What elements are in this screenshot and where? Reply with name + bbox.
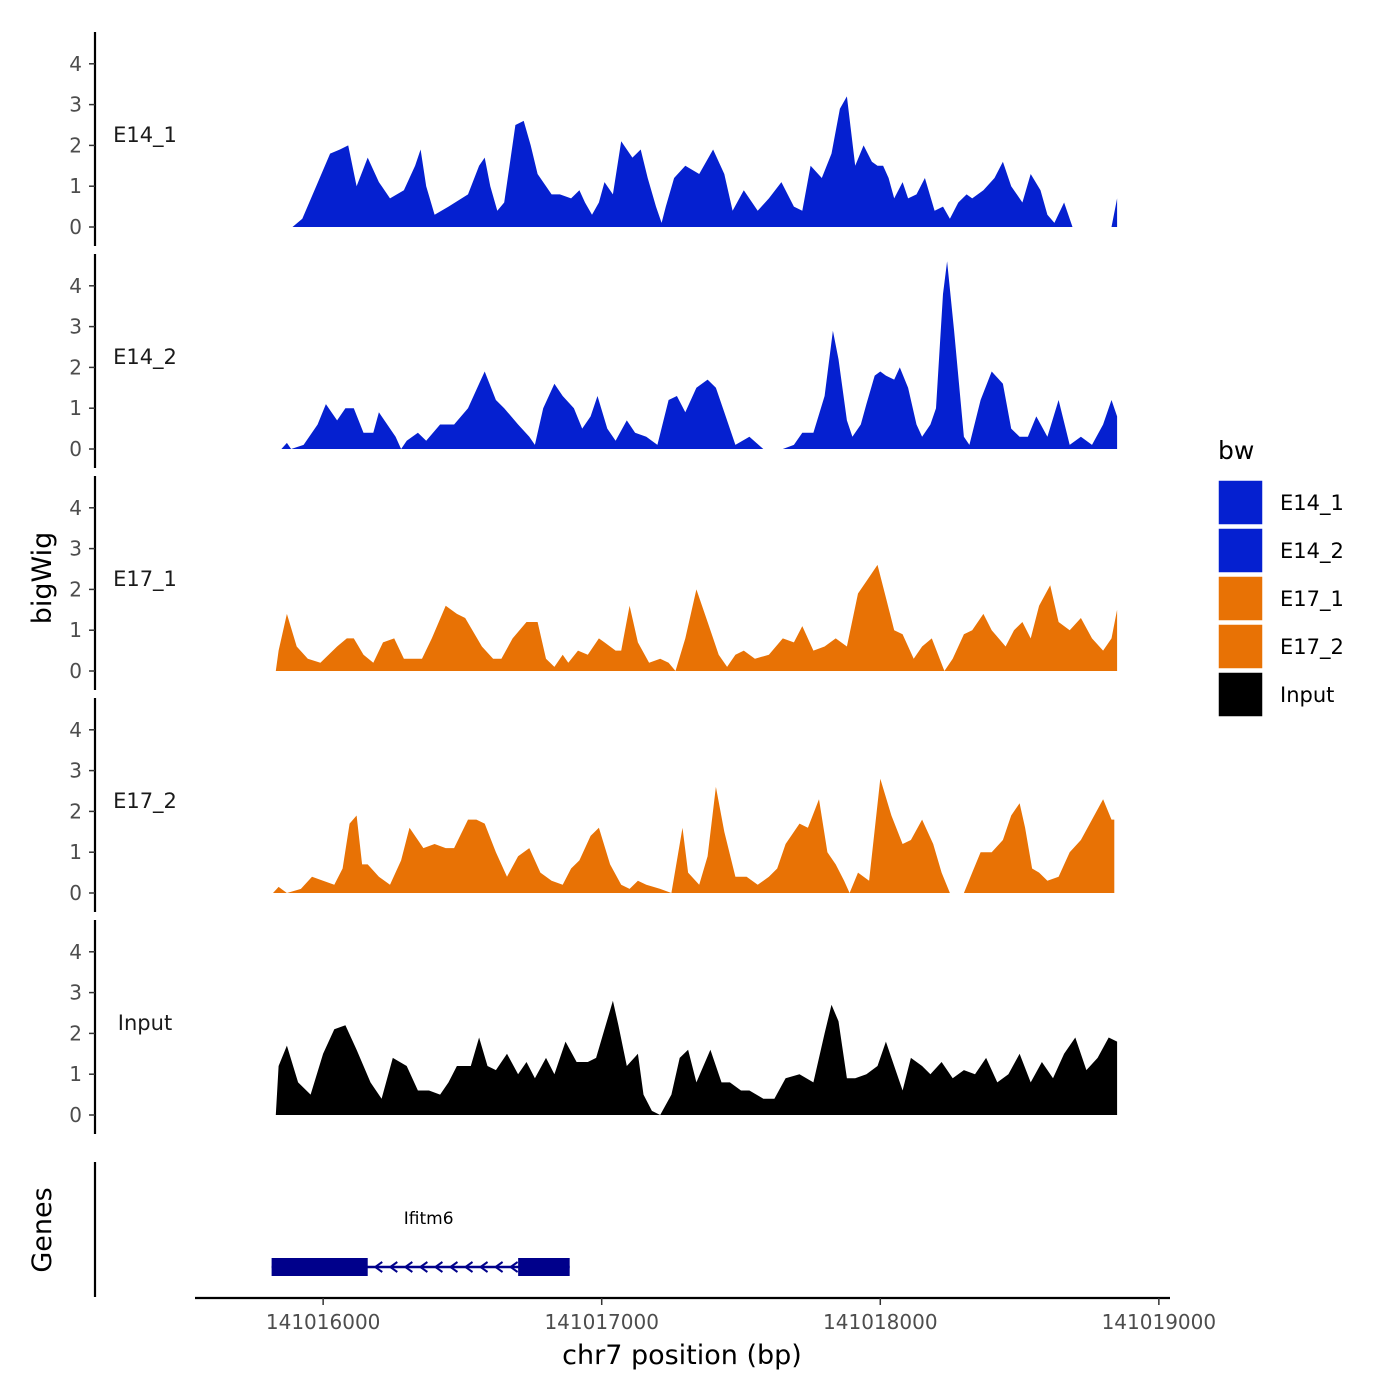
legend-label: E17_1	[1280, 587, 1344, 612]
x-tick-label: 141016000	[266, 1310, 381, 1334]
y-tick-label: 0	[69, 437, 82, 461]
gene-panel: Ifitm6	[93, 1162, 570, 1297]
track-label: E17_1	[113, 567, 177, 592]
legend-label: E17_2	[1280, 635, 1344, 660]
legend: E14_1 E14_2 E17_1 E17_2 Input	[1217, 479, 1344, 718]
gene-exon	[518, 1258, 570, 1276]
legend-label: Input	[1280, 683, 1334, 707]
y-tick-label: 0	[69, 659, 82, 683]
legend-swatch	[1217, 479, 1264, 526]
gene-name-label: Ifitm6	[404, 1209, 454, 1229]
y-tick-label: 4	[69, 940, 82, 964]
y-tick-label: 3	[69, 981, 82, 1005]
legend-item-e17_2: E17_2	[1217, 623, 1344, 670]
y-tick-label: 4	[69, 496, 82, 520]
y-tick-label: 2	[69, 799, 82, 823]
signal-area-e17_1	[275, 564, 1118, 671]
genes-axis-title: Genes	[27, 1187, 58, 1272]
signal-area-e17_2	[273, 778, 1115, 893]
x-tick-label: 141019000	[1102, 1310, 1217, 1334]
legend-label: E14_2	[1280, 539, 1344, 564]
y-tick-label: 3	[69, 93, 82, 117]
track-e14_2: 0 1 2 3 4 E14_2	[69, 254, 1118, 468]
y-tick-label: 3	[69, 759, 82, 783]
y-tick-label: 2	[69, 577, 82, 601]
y-tick-label: 0	[69, 215, 82, 239]
legend-swatch	[1217, 623, 1264, 670]
strand-arrow	[508, 1261, 519, 1273]
signal-area-e14_2	[281, 261, 1118, 449]
track-label: Input	[118, 1011, 172, 1035]
legend-swatch	[1217, 671, 1264, 718]
y-tick-label: 1	[69, 840, 82, 864]
track-label: E14_2	[113, 345, 177, 370]
strand-arrow	[388, 1261, 398, 1273]
strand-arrow	[433, 1261, 443, 1273]
y-tick-label: 4	[69, 718, 82, 742]
x-tick-label: 141017000	[544, 1310, 659, 1334]
y-tick-label: 4	[69, 52, 82, 76]
y-tick-label: 0	[69, 1103, 82, 1127]
legend-item-e14_2: E14_2	[1217, 527, 1344, 574]
y-tick-label: 1	[69, 396, 82, 420]
signal-area-e14_1	[292, 96, 1118, 228]
track-e17_2: 0 1 2 3 4 E17_2	[69, 698, 1115, 912]
strand-arrow	[478, 1261, 489, 1273]
gene-exon	[271, 1258, 368, 1276]
x-tick-label: 141018000	[823, 1310, 938, 1334]
track-label: E14_1	[113, 123, 177, 148]
y-tick-label: 2	[69, 355, 82, 379]
strand-arrow	[418, 1261, 428, 1273]
track-e14_1: 0 1 2 3 4 E14_1	[69, 32, 1118, 246]
y-tick-label: 3	[69, 315, 82, 339]
signal-area-input	[275, 1000, 1118, 1115]
strand-arrow	[463, 1261, 474, 1273]
legend-title: bw	[1218, 436, 1254, 465]
legend-item-e14_1: E14_1	[1217, 479, 1344, 526]
y-tick-label: 4	[69, 274, 82, 298]
legend-label: E14_1	[1280, 491, 1344, 516]
y-tick-label: 3	[69, 537, 82, 561]
legend-swatch	[1217, 527, 1264, 574]
y-tick-label: 1	[69, 174, 82, 198]
legend-item-input: Input	[1217, 671, 1334, 718]
y-tick-label: 2	[69, 133, 82, 157]
strand-arrow	[403, 1261, 413, 1273]
y-axis-title: bigWig	[27, 532, 58, 625]
gene-ifitm6: Ifitm6	[271, 1209, 570, 1276]
y-tick-label: 1	[69, 618, 82, 642]
y-tick-label: 1	[69, 1062, 82, 1086]
track-panels: 0 1 2 3 4 E14_1 0 1 2 3 4 E14_2 0 1 2 3 4 E17_1 0 1 2 3 4 E17_2…	[69, 32, 1118, 1134]
legend-swatch	[1217, 575, 1264, 622]
y-tick-label: 0	[69, 881, 82, 905]
x-axis: 141016000 141017000 141018000 141019000	[195, 1296, 1217, 1334]
track-e17_1: 0 1 2 3 4 E17_1	[69, 476, 1118, 690]
track-label: E17_2	[113, 789, 177, 814]
x-axis-title: chr7 position (bp)	[562, 1340, 802, 1371]
strand-arrow	[448, 1261, 459, 1273]
legend-item-e17_1: E17_1	[1217, 575, 1344, 622]
strand-arrow	[373, 1261, 383, 1273]
track-input: 0 1 2 3 4 Input	[69, 920, 1118, 1134]
strand-arrow	[493, 1261, 504, 1273]
y-tick-label: 2	[69, 1021, 82, 1045]
